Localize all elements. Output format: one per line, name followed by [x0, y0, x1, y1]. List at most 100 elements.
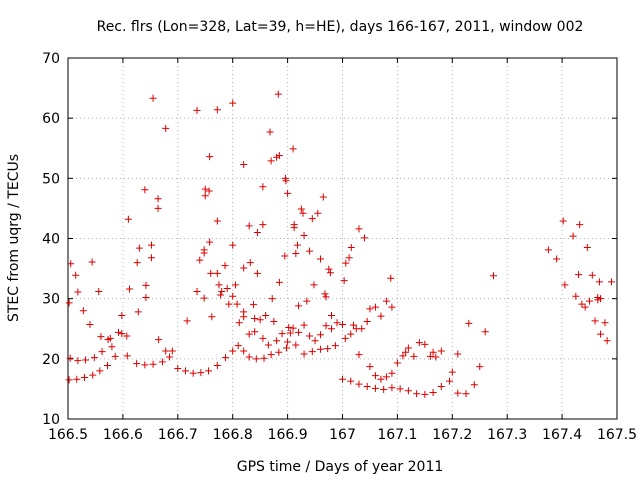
data-point-marker: [149, 94, 157, 102]
data-point-marker: [339, 321, 346, 329]
data-point-marker: [324, 345, 332, 353]
data-point-marker: [306, 332, 314, 340]
data-point-marker: [218, 287, 226, 295]
data-point-marker: [553, 255, 561, 263]
data-point-marker: [317, 331, 325, 339]
data-point-marker: [608, 278, 616, 286]
data-point-marker: [415, 339, 423, 347]
data-point-marker: [404, 344, 412, 352]
data-point-marker: [205, 367, 213, 375]
data-point-marker: [158, 358, 166, 366]
data-point-marker: [322, 322, 330, 330]
data-point-marker: [154, 195, 162, 203]
data-point-marker: [80, 373, 88, 381]
data-point-marker: [183, 317, 191, 325]
data-point-marker: [289, 145, 297, 153]
data-point-marker: [213, 269, 221, 277]
data-point-marker: [382, 373, 390, 381]
data-point-marker: [95, 287, 103, 295]
data-point-marker: [149, 360, 157, 368]
data-point-marker: [229, 347, 237, 355]
data-point-marker: [270, 318, 278, 326]
data-point-marker: [250, 301, 258, 309]
data-point-marker: [396, 385, 404, 393]
data-point-marker: [118, 330, 126, 338]
data-point-marker: [246, 259, 254, 267]
data-point-marker: [311, 337, 319, 345]
data-point-marker: [371, 303, 379, 311]
data-point-marker: [371, 372, 379, 380]
data-point-marker: [421, 340, 429, 348]
data-point-marker: [281, 252, 289, 260]
data-point-marker: [273, 337, 281, 345]
x-tick-label: 166.6: [103, 427, 143, 443]
y-tick-label: 20: [42, 352, 60, 368]
data-point-marker: [135, 244, 143, 252]
data-point-marker: [141, 361, 149, 369]
data-point-marker: [284, 189, 292, 197]
data-point-marker: [322, 293, 330, 301]
data-point-marker: [266, 128, 274, 136]
data-point-marker: [213, 217, 221, 225]
data-point-marker: [342, 259, 350, 267]
data-point-marker: [559, 217, 567, 225]
data-point-marker: [575, 271, 583, 279]
data-point-marker: [314, 209, 322, 217]
data-point-marker: [108, 343, 116, 351]
data-point-marker: [193, 106, 201, 114]
data-point-marker: [462, 390, 470, 398]
grid-lines: [68, 58, 617, 419]
data-point-marker: [437, 347, 445, 355]
data-point-marker: [366, 363, 374, 371]
data-point-marker: [286, 329, 294, 337]
data-point-marker: [240, 264, 248, 272]
data-point-marker: [267, 157, 275, 165]
y-tick-label: 10: [42, 412, 60, 428]
data-point-marker: [290, 221, 298, 229]
x-axis-ticks: 166.5 166.6 166.7 166.8 166.9 167 167.1 167.2 16…: [48, 58, 637, 443]
data-point-marker: [213, 361, 221, 369]
data-point-marker: [569, 232, 577, 240]
data-point-marker: [481, 328, 489, 336]
data-point-marker: [197, 369, 205, 377]
data-point-marker: [66, 354, 74, 362]
data-point-marker: [426, 352, 434, 360]
data-point-marker: [200, 249, 208, 257]
data-point-marker: [591, 317, 599, 325]
data-points: [65, 90, 616, 398]
data-point-marker: [235, 319, 243, 327]
y-tick-label: 60: [42, 111, 60, 127]
data-point-marker: [377, 312, 385, 320]
data-point-marker: [256, 316, 264, 324]
data-point-marker: [245, 222, 253, 230]
data-point-marker: [142, 293, 150, 301]
data-point-marker: [295, 302, 303, 310]
data-point-marker: [388, 369, 396, 377]
data-point-marker: [382, 297, 390, 305]
data-point-marker: [363, 383, 371, 391]
chart-title: Rec. flrs (Lon=328, Lat=39, h=HE), days …: [97, 19, 584, 35]
data-point-marker: [380, 386, 388, 394]
data-point-marker: [387, 274, 395, 282]
data-point-marker: [88, 258, 96, 266]
data-point-marker: [489, 272, 497, 280]
data-point-marker: [193, 287, 201, 295]
data-point-marker: [308, 348, 316, 356]
data-point-marker: [251, 315, 259, 323]
data-point-marker: [118, 312, 126, 320]
data-point-marker: [123, 332, 131, 340]
data-point-marker: [371, 384, 379, 392]
data-point-marker: [300, 231, 308, 239]
data-point-marker: [73, 375, 81, 383]
y-axis-label: STEC from uqrg / TECUs: [6, 154, 22, 322]
data-point-marker: [393, 359, 401, 367]
data-point-marker: [454, 350, 462, 358]
data-point-marker: [476, 363, 484, 371]
data-point-marker: [111, 352, 119, 360]
data-point-marker: [293, 241, 301, 249]
data-point-marker: [207, 269, 215, 277]
data-point-marker: [65, 376, 73, 384]
data-point-marker: [275, 278, 283, 286]
data-point-marker: [259, 334, 267, 342]
